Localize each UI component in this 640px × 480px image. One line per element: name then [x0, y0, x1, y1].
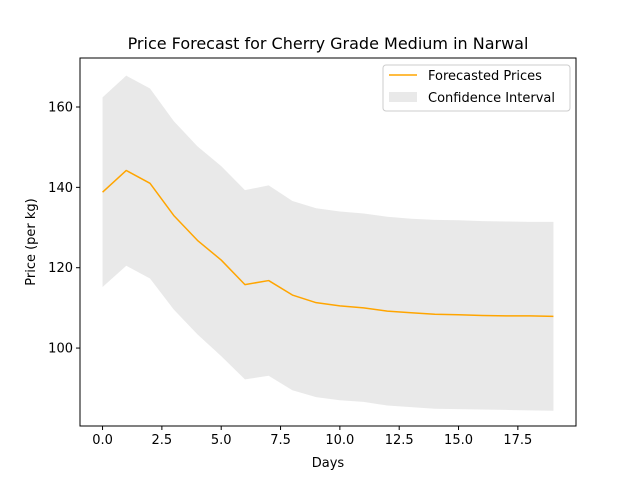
legend-label-forecast: Forecasted Prices: [428, 69, 542, 84]
x-axis-label: Days: [312, 456, 345, 471]
x-tick-label: 2.5: [152, 433, 173, 448]
plot-frame: [79, 57, 577, 427]
x-axis-ticks: 0.0 2.5 5.0 7.5 10.0 12.5 15.0 17.5: [92, 426, 532, 448]
legend-swatch-confidence: [389, 92, 417, 102]
series-line-layer: [102, 169, 554, 318]
confidence-band: [102, 75, 554, 411]
y-tick-label: 120: [48, 261, 73, 276]
y-tick-label: 140: [48, 181, 73, 196]
x-tick-label: 12.5: [385, 433, 414, 448]
y-axis-ticks: 100 120 140 160: [48, 101, 80, 357]
chart-title: Price Forecast for Cherry Grade Medium i…: [128, 34, 529, 53]
y-tick-label: 100: [48, 342, 73, 357]
legend-label-confidence: Confidence Interval: [428, 91, 555, 106]
confidence-band-layer: [102, 75, 554, 411]
x-tick-label: 5.0: [211, 433, 232, 448]
x-tick-label: 15.0: [444, 433, 473, 448]
y-axis-label: Price (per kg): [24, 198, 39, 286]
legend: Forecasted Prices Confidence Interval: [382, 64, 571, 112]
x-tick-label: 10.0: [325, 433, 354, 448]
forecast-line: [102, 169, 554, 318]
x-tick-label: 7.5: [270, 433, 291, 448]
x-tick-label: 17.5: [503, 433, 532, 448]
legend-box: [382, 64, 571, 112]
x-tick-label: 0.0: [92, 433, 113, 448]
y-tick-label: 160: [48, 101, 73, 116]
